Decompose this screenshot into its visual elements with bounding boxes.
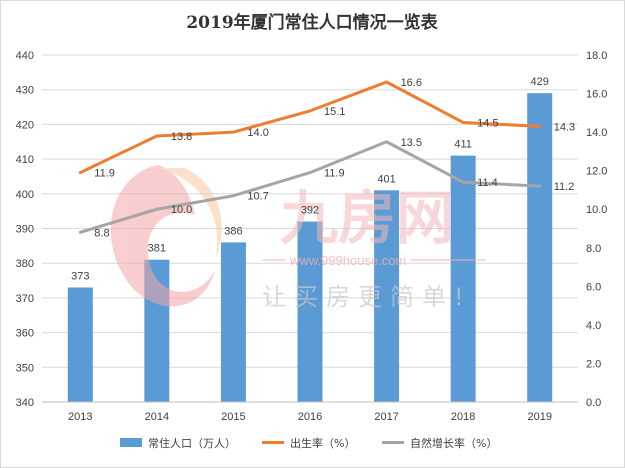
line-value-label: 11.9 [324, 168, 345, 180]
line-value-label: 8.8 [94, 227, 109, 239]
bar-value-label: 411 [454, 139, 472, 151]
left-axis-tick-label: 370 [16, 293, 34, 305]
line-value-label: 15.1 [324, 106, 345, 118]
bar [297, 221, 323, 402]
bar [450, 155, 476, 402]
bar [220, 242, 246, 402]
left-axis-tick-label: 440 [16, 50, 34, 62]
line-value-label: 10.0 [171, 204, 192, 216]
series-line [78, 140, 542, 234]
line-value-label: 16.6 [401, 77, 422, 89]
line-value-label: 13.5 [401, 137, 422, 149]
left-axis-tick-label: 350 [16, 362, 34, 374]
right-axis-tick-label: 14.0 [586, 127, 607, 139]
right-axis-tick-label: 16.0 [586, 89, 607, 101]
bar-value-label: 401 [377, 173, 395, 185]
legend-label: 出生率（%） [290, 436, 355, 450]
line-value-label: 10.7 [247, 191, 268, 203]
line-value-label: 14.0 [247, 127, 268, 139]
right-axis-tick-label: 4.0 [586, 320, 601, 332]
bar [374, 190, 400, 402]
legend-swatch [120, 438, 142, 447]
watermark-url: www.999house.com [289, 253, 406, 268]
bar [527, 93, 553, 403]
x-axis-tick-label: 2014 [145, 411, 169, 423]
series-line [78, 80, 542, 175]
data-labels: 373 381 386 392 401 411 429 11.9 13.8 14.0 15.1 16.… [71, 76, 575, 282]
x-axis-tick-label: 2015 [221, 411, 245, 423]
right-axis-tick-label: 2.0 [586, 358, 601, 370]
x-axis-tick-label: 2013 [68, 411, 92, 423]
line-value-label: 11.9 [94, 168, 115, 180]
watermark: 九房网 www.999house.com 让买房更简单! [110, 165, 485, 311]
legend-label: 常住人口（万人） [148, 436, 236, 450]
left-axis-tick-label: 420 [16, 119, 34, 131]
left-axis-tick-label: 400 [16, 189, 34, 201]
bar-value-label: 381 [148, 243, 166, 255]
right-axis-tick-label: 12.0 [586, 166, 607, 178]
watermark-brand: 九房网 [280, 184, 454, 252]
left-axis-tick-label: 360 [16, 328, 34, 340]
left-axis-tick-label: 380 [16, 258, 34, 270]
right-axis-tick-label: 18.0 [586, 50, 607, 62]
left-axis-tick-label: 430 [16, 85, 34, 97]
bar-value-label: 386 [224, 225, 242, 237]
line-value-label: 11.4 [477, 177, 498, 189]
line-value-label: 14.5 [477, 117, 498, 129]
x-axis-tick-label: 2016 [298, 411, 322, 423]
left-axis-tick-label: 410 [16, 154, 34, 166]
right-axis-tick-label: 6.0 [586, 281, 601, 293]
x-axis-tick-label: 2019 [527, 411, 551, 423]
bar [67, 287, 93, 402]
watermark-slogan: 让买房更简单! [262, 283, 472, 311]
line-value-label: 13.8 [171, 131, 192, 143]
bar-value-label: 373 [71, 270, 89, 282]
axes: 340 350 360 370 380 390 400 410 420 430 440 0.0 2.0 4… [16, 50, 608, 423]
right-axis-tick-label: 8.0 [586, 243, 601, 255]
left-axis-tick-label: 390 [16, 224, 34, 236]
legend: 常住人口（万人） 出生率（%） 自然增长率（%） [120, 436, 497, 450]
bar-value-label: 429 [531, 76, 549, 88]
legend-label: 自然增长率（%） [410, 436, 497, 450]
chart-title: 2019年厦门常住人口情况一览表 [186, 12, 438, 33]
bar-series [67, 93, 553, 403]
line-value-label: 11.2 [554, 181, 575, 193]
bar-value-label: 392 [301, 205, 319, 217]
right-axis-tick-label: 10.0 [586, 204, 607, 216]
x-axis-tick-label: 2018 [451, 411, 475, 423]
line-series [78, 80, 542, 234]
x-axis-tick-label: 2017 [374, 411, 398, 423]
left-axis-tick-label: 340 [16, 397, 34, 409]
line-value-label: 14.3 [554, 121, 575, 133]
right-axis-tick-label: 0.0 [586, 397, 601, 409]
watermark-logo-icon [110, 165, 222, 307]
